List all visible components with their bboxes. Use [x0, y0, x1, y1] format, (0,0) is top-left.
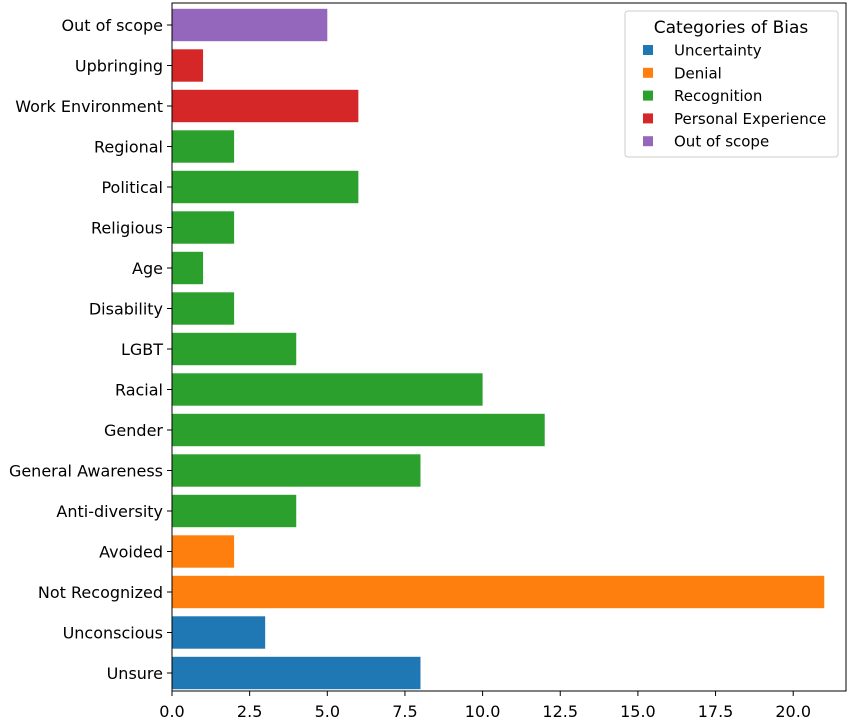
- bar-general-awareness: [172, 454, 421, 487]
- bar-not-recognized: [172, 575, 825, 609]
- y-tick-label: Upbringing: [75, 57, 163, 76]
- y-tick-label: Avoided: [99, 543, 163, 562]
- x-tick-label: 15.0: [620, 702, 656, 721]
- x-tick-label: 5.0: [315, 702, 340, 721]
- y-tick-label: Religious: [91, 219, 163, 238]
- y-tick-label: Not Recognized: [38, 583, 163, 602]
- y-tick-label: Disability: [89, 300, 163, 319]
- x-tick-label: 0.0: [159, 702, 184, 721]
- bar-gender: [172, 413, 545, 447]
- bar-religious: [172, 211, 235, 244]
- y-tick-label: General Awareness: [9, 462, 163, 481]
- bar-disability: [172, 292, 235, 325]
- y-axis-ticks: Unsure Unconscious Not Recognized Avoided An…: [9, 16, 172, 683]
- bar-racial: [172, 373, 483, 406]
- y-tick-label: Regional: [94, 138, 163, 157]
- x-tick-label: 10.0: [465, 702, 501, 721]
- bar-anti-diversity: [172, 494, 297, 528]
- plot-frame: [171, 2, 847, 692]
- legend-box: [624, 10, 839, 158]
- x-tick-label: 2.5: [237, 702, 262, 721]
- bar-regional: [172, 130, 235, 163]
- legend-swatch-out-of-scope: [643, 136, 653, 147]
- bars-layer: [172, 8, 825, 690]
- x-tick-label: 7.5: [392, 702, 417, 721]
- legend-label-out-of-scope: Out of scope: [674, 133, 769, 151]
- y-tick-label: Out of scope: [61, 16, 163, 35]
- legend-label-denial: Denial: [674, 64, 722, 82]
- y-tick-label: Age: [132, 259, 163, 278]
- bar-out-of-scope: [172, 8, 328, 42]
- bar-upbringing: [172, 49, 204, 82]
- x-tick-label: 17.5: [698, 702, 734, 721]
- bar-unconscious: [172, 616, 266, 649]
- y-tick-label: Racial: [115, 381, 163, 400]
- x-tick-label: 12.5: [542, 702, 578, 721]
- bar-work-environment: [172, 89, 359, 123]
- legend-title: Categories of Bias: [654, 18, 809, 38]
- legend-swatch-uncertainty: [643, 45, 653, 55]
- legend: Categories of Bias Uncertainty Denial Reco…: [624, 10, 839, 158]
- legend-label-recognition: Recognition: [674, 87, 762, 105]
- y-tick-label: Political: [101, 178, 163, 197]
- x-axis-ticks: 0.0 2.5 5.0 7.5 10.0 12.5 15.0 17.5 20.0: [159, 691, 811, 721]
- y-tick-label: Work Environment: [15, 97, 163, 116]
- bar-age: [172, 251, 204, 285]
- y-tick-label: LGBT: [121, 340, 163, 359]
- y-tick-label: Anti-diversity: [56, 502, 163, 521]
- x-tick-label: 20.0: [775, 702, 811, 721]
- y-tick-label: Gender: [104, 421, 163, 440]
- bar-political: [172, 170, 359, 204]
- legend-swatch-recognition: [643, 90, 653, 101]
- legend-swatch-personal-experience: [643, 113, 653, 124]
- legend-label-personal-experience: Personal Experience: [674, 110, 826, 128]
- y-tick-label: Unsure: [107, 664, 163, 683]
- legend-entries: Uncertainty Denial Recognition Personal Exp…: [643, 42, 826, 151]
- legend-swatch-denial: [643, 67, 653, 78]
- legend-label-uncertainty: Uncertainty: [674, 42, 762, 60]
- y-tick-label: Unconscious: [63, 624, 163, 643]
- bar-lgbt: [172, 332, 297, 366]
- bar-unsure: [172, 656, 421, 690]
- bar-avoided: [172, 535, 235, 568]
